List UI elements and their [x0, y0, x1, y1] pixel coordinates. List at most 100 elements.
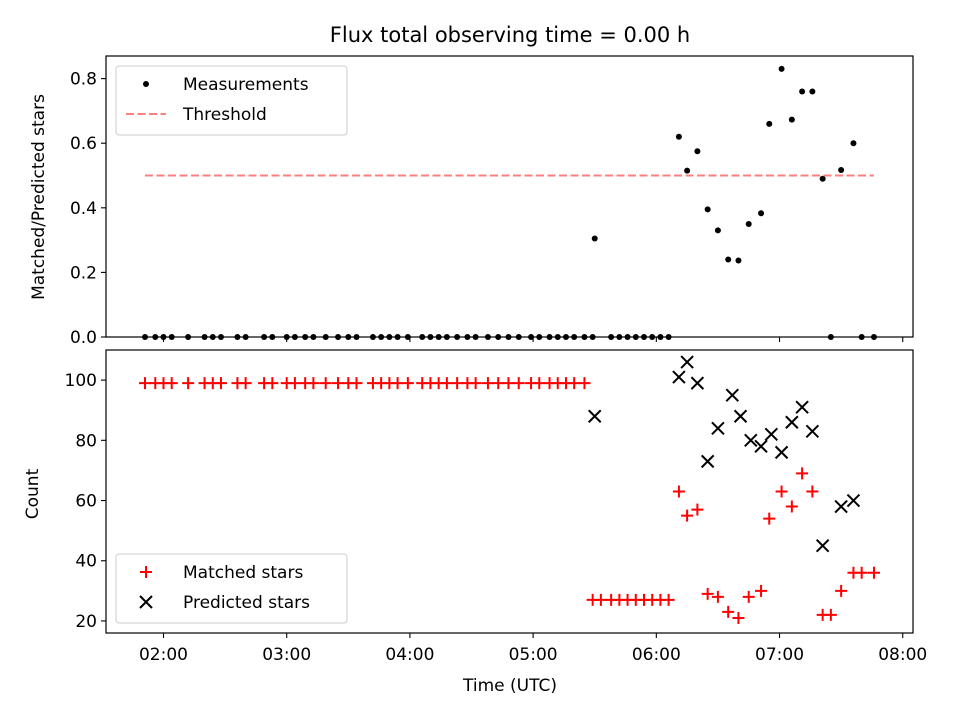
- measurement-point: [369, 334, 376, 340]
- measurement-point: [261, 334, 268, 340]
- x-tick-label: 02:00: [139, 645, 188, 665]
- measurement-point: [778, 65, 785, 72]
- y-tick-label: 20: [75, 612, 97, 632]
- predicted-star-point: [785, 415, 799, 429]
- matched-star-point: [533, 377, 546, 390]
- matched-star-point: [288, 377, 301, 390]
- matched-star-point: [672, 485, 685, 498]
- matched-star-point: [824, 608, 837, 621]
- measurement-point: [404, 334, 411, 340]
- legend-label: Predicted stars: [183, 593, 310, 613]
- measurement-point: [464, 334, 471, 340]
- matched-star-point: [165, 377, 178, 390]
- measurement-point: [443, 334, 450, 340]
- x-tick-label: 03:00: [262, 645, 311, 665]
- measurement-point: [766, 120, 773, 127]
- legend-marker-plus: [140, 566, 152, 578]
- predicted-star-point: [711, 421, 725, 435]
- matched-star-point: [835, 584, 848, 597]
- measurement-point: [546, 334, 553, 340]
- matched-star-point: [796, 467, 809, 480]
- measurement-point: [809, 88, 816, 95]
- predicted-star-point: [672, 370, 686, 384]
- measurement-point: [571, 334, 578, 340]
- predicted-star-point: [754, 439, 768, 454]
- matched-star-point: [391, 377, 404, 390]
- y-tick-label: 40: [75, 552, 97, 572]
- measurement-point: [694, 148, 701, 155]
- measurement-point: [152, 334, 159, 340]
- measurement-point: [302, 334, 309, 340]
- series-measurements: [142, 65, 877, 340]
- matched-star-point: [451, 377, 464, 390]
- legend-marker-dot: [143, 81, 149, 87]
- legend-box: [115, 553, 348, 624]
- measurement-point: [472, 334, 479, 340]
- measurement-point: [291, 334, 298, 340]
- matched-star-point: [332, 377, 345, 390]
- predicted-star-point: [733, 409, 748, 423]
- y-tick-label: 0.0: [70, 328, 97, 348]
- matched-star-point: [681, 509, 694, 522]
- matched-star-point: [867, 566, 880, 579]
- measurement-point: [725, 256, 732, 263]
- measurement-point: [185, 334, 192, 340]
- measurement-point: [386, 334, 393, 340]
- y-tick-label: 0.8: [70, 70, 97, 90]
- predicted-star-point: [815, 538, 830, 553]
- measurement-point: [608, 334, 615, 340]
- measurement-point: [788, 116, 795, 123]
- measurement-point: [641, 334, 647, 340]
- matched-star-point: [469, 377, 482, 390]
- measurement-point: [624, 334, 631, 340]
- series-predicted-stars: [588, 355, 861, 553]
- measurement-point: [649, 334, 656, 340]
- measurement-point: [394, 334, 401, 340]
- legend-label: Matched stars: [183, 563, 303, 583]
- matched-star-point: [139, 377, 152, 390]
- top-chart-title: Flux total observing time = 0.00 h: [330, 23, 690, 47]
- matched-star-point: [594, 593, 607, 606]
- measurement-point: [435, 334, 442, 340]
- measurement-point: [269, 334, 276, 340]
- legend: Measurements Threshold: [115, 65, 348, 136]
- legend: Matched stars Predicted stars: [115, 553, 348, 624]
- x-tick-label: 04:00: [385, 645, 434, 665]
- measurement-point: [335, 334, 342, 340]
- measurement-point: [484, 334, 491, 340]
- measurement-point: [554, 334, 561, 340]
- predicted-star-point: [795, 400, 809, 414]
- predicted-star-point: [700, 454, 715, 469]
- legend-box: [115, 65, 348, 136]
- measurement-point: [536, 334, 543, 340]
- y-tick-label: 0.6: [70, 134, 97, 154]
- matched-star-point: [775, 485, 788, 498]
- bottom-chart-ylabel: Count: [23, 468, 43, 519]
- measurement-point: [353, 334, 360, 340]
- measurement-point: [665, 334, 672, 340]
- predicted-star-point: [834, 499, 848, 514]
- matched-star-point: [701, 587, 714, 600]
- measurement-point: [675, 133, 682, 140]
- measurement-point: [495, 334, 502, 340]
- bottom-chart-xlabel: Time (UTC): [462, 676, 557, 696]
- measurement-point: [799, 88, 806, 95]
- x-tick-label: 05:00: [509, 645, 558, 665]
- measurement-point: [562, 334, 569, 340]
- matched-star-point: [711, 590, 724, 603]
- matched-star-point: [732, 611, 745, 624]
- measurement-point: [310, 334, 317, 340]
- measurement-point: [581, 334, 588, 340]
- predicted-star-point: [805, 424, 820, 438]
- measurement-point: [142, 334, 149, 340]
- measurement-point: [217, 334, 224, 340]
- bottom-chart: 20 40 60 80 100 02:00 03:00 04:00 05:00 06:00 07:0…: [65, 349, 927, 665]
- predicted-star-point: [764, 427, 779, 442]
- x-tick-label: 08:00: [878, 645, 927, 665]
- matched-star-point: [568, 377, 581, 390]
- measurement-point: [858, 334, 865, 340]
- x-tick-label: 07:00: [755, 645, 804, 665]
- measurement-point: [616, 334, 623, 340]
- measurement-point: [505, 334, 512, 340]
